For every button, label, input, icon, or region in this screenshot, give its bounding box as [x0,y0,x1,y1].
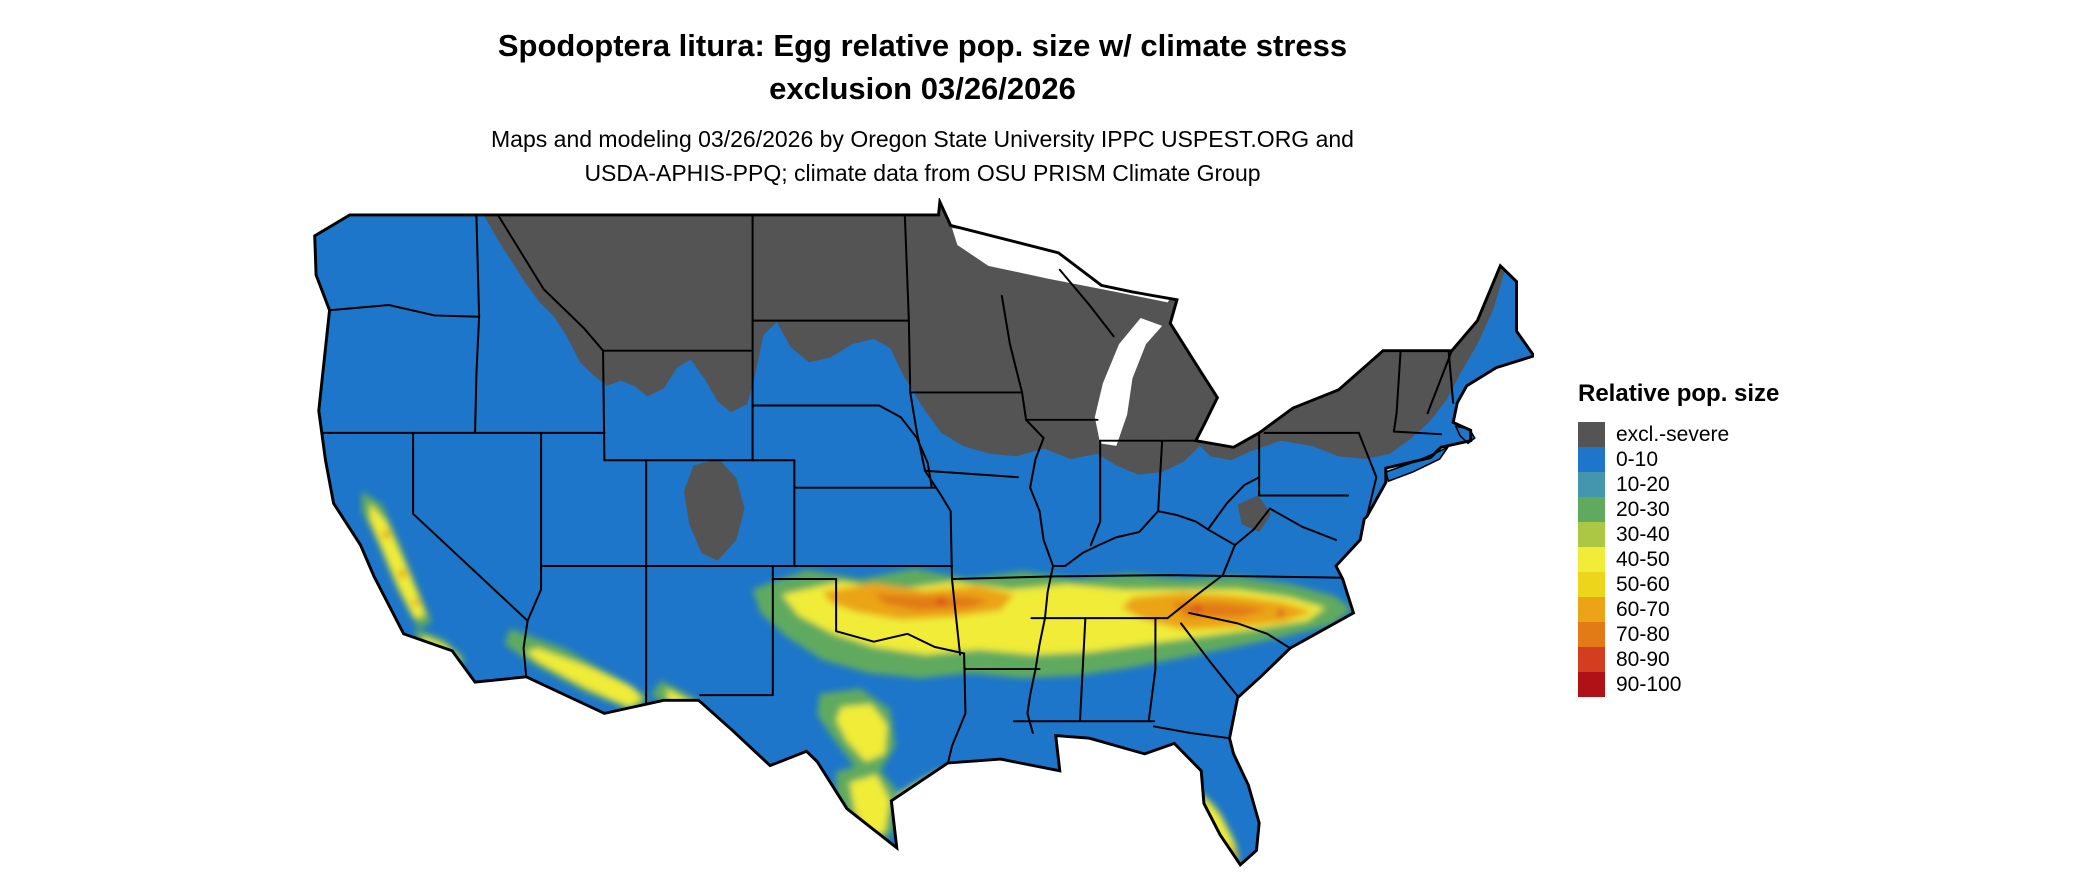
legend-label: 0-10 [1616,447,1659,471]
legend-label: 90-100 [1616,672,1682,696]
legend-swatch-50-60 [1578,572,1605,597]
map-title-line1: Spodoptera litura: Egg relative pop. siz… [497,28,1348,63]
lake-michigan [1094,318,1163,446]
legend-swatch-excl-severe [1578,422,1605,447]
legend-label: 40-50 [1616,547,1670,571]
legend-label: 60-70 [1616,597,1670,621]
legend-label: 20-30 [1616,497,1670,521]
legend-swatch-10-20 [1578,472,1605,497]
legend-item: 90-100 [1578,672,1779,697]
legend-label: 50-60 [1616,572,1670,596]
legend-swatch-90-100 [1578,672,1605,697]
legend-item: 10-20 [1578,472,1779,497]
map-band-80-90 [937,597,1285,617]
legend-item: 0-10 [1578,447,1779,472]
legend-item: 80-90 [1578,647,1779,672]
legend-label: 30-40 [1616,522,1670,546]
map-subtitle-line1: Maps and modeling 03/26/2026 by Oregon S… [491,126,1354,152]
legend-swatch-0-10 [1578,447,1605,472]
map-title: Spodoptera litura: Egg relative pop. siz… [300,24,1545,110]
legend-item: 70-80 [1578,622,1779,647]
legend: Relative pop. size excl.-severe 0-10 10-… [1578,380,1779,697]
legend-item: excl.-severe [1578,422,1779,447]
legend-label: excl.-severe [1616,422,1730,446]
legend-label: 10-20 [1616,472,1670,496]
legend-label: 70-80 [1616,622,1670,646]
legend-item: 30-40 [1578,522,1779,547]
legend-swatch-30-40 [1578,522,1605,547]
legend-swatch-40-50 [1578,547,1605,572]
map-title-line2: exclusion 03/26/2026 [769,71,1076,106]
legend-swatch-80-90 [1578,647,1605,672]
legend-item: 50-60 [1578,572,1779,597]
us-map [313,200,1534,867]
legend-title: Relative pop. size [1578,380,1780,407]
legend-item: 40-50 [1578,547,1779,572]
state-borders [317,213,1455,764]
legend-swatch-70-80 [1578,622,1605,647]
legend-swatch-20-30 [1578,497,1605,522]
legend-swatch-60-70 [1578,597,1605,622]
map-subtitle: Maps and modeling 03/26/2026 by Oregon S… [300,122,1545,190]
map-subtitle-line2: USDA-APHIS-PPQ; climate data from OSU PR… [584,160,1261,186]
legend-item: 20-30 [1578,497,1779,522]
legend-label: 80-90 [1616,647,1670,671]
legend-item: 60-70 [1578,597,1779,622]
